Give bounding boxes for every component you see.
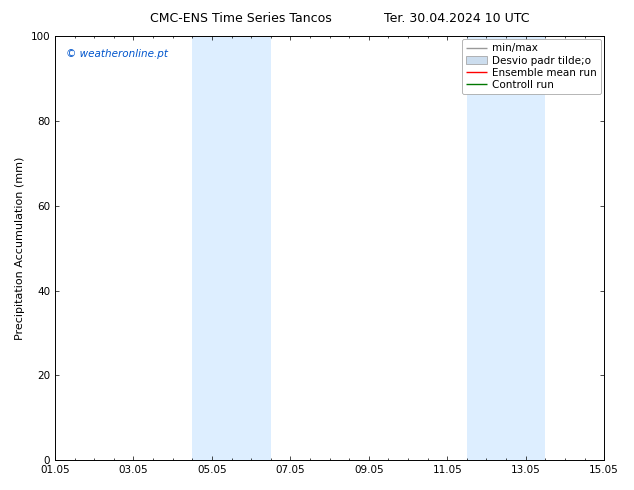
- Bar: [467, 36, 545, 460]
- Bar: [192, 36, 271, 460]
- Y-axis label: Precipitation Accumulation (mm): Precipitation Accumulation (mm): [15, 156, 25, 340]
- Text: Ter. 30.04.2024 10 UTC: Ter. 30.04.2024 10 UTC: [384, 12, 529, 25]
- Text: © weatheronline.pt: © weatheronline.pt: [66, 49, 168, 59]
- Legend: min/max, Desvio padr tilde;o, Ensemble mean run, Controll run: min/max, Desvio padr tilde;o, Ensemble m…: [462, 39, 601, 94]
- Text: CMC-ENS Time Series Tancos: CMC-ENS Time Series Tancos: [150, 12, 332, 25]
